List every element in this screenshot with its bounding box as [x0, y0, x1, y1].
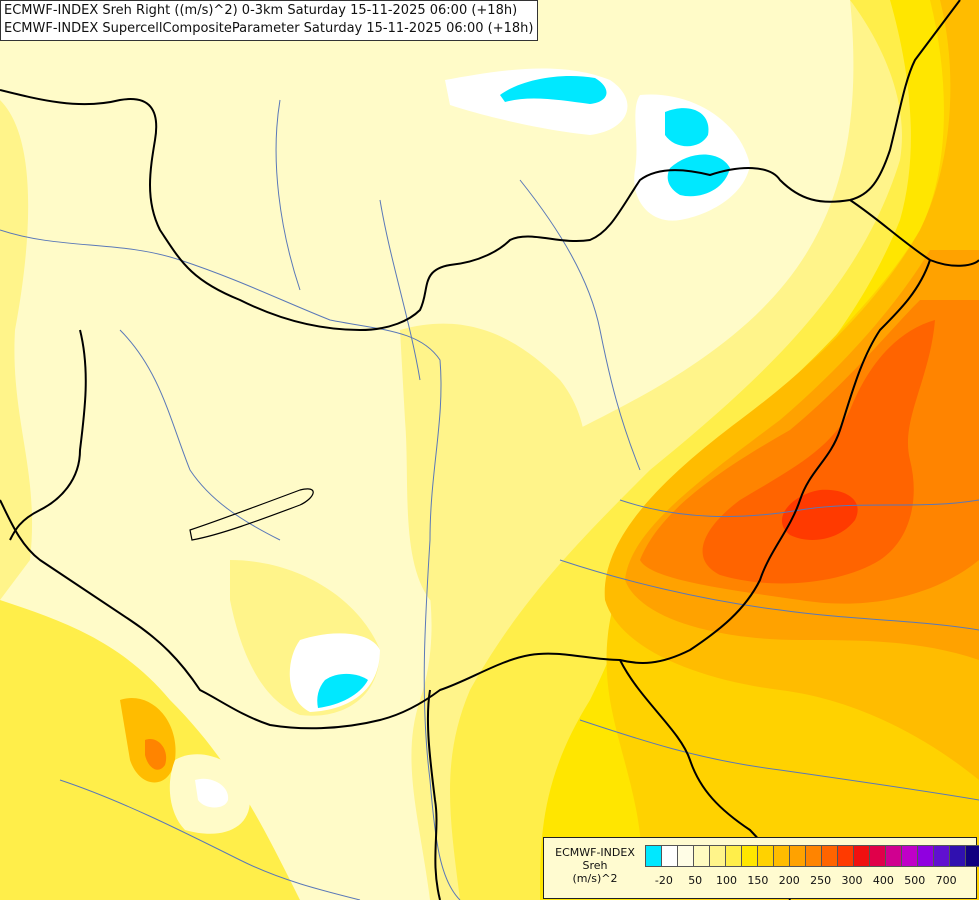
- legend-tick-label: 200: [778, 874, 800, 887]
- legend-swatch: [805, 845, 822, 867]
- lake-balaton: [189, 488, 314, 541]
- legend-name: ECMWF-INDEX Sreh (m/s)^2: [548, 846, 642, 885]
- legend-tick-label: 400: [872, 874, 894, 887]
- legend-unit-label: (m/s)^2: [572, 872, 618, 885]
- legend-tick-label: 100: [716, 874, 738, 887]
- map-title-line-1: ECMWF-INDEX Sreh Right ((m/s)^2) 0-3km S…: [4, 3, 518, 18]
- legend-swatch: [853, 845, 870, 867]
- legend-swatch: [773, 845, 790, 867]
- legend-swatch: [757, 845, 774, 867]
- legend-swatch: [661, 845, 678, 867]
- legend-swatch: [821, 845, 838, 867]
- legend-swatch: [645, 845, 662, 867]
- legend-tick-label: -20: [654, 874, 673, 887]
- legend-swatch: [677, 845, 694, 867]
- legend-swatch: [709, 845, 726, 867]
- legend-swatch: [837, 845, 854, 867]
- legend-tick-label: 500: [904, 874, 926, 887]
- legend-swatch: [917, 845, 934, 867]
- legend-ticks: -20 50 100 150 200 250 300 400 500 700: [646, 874, 976, 890]
- legend-param-label: Sreh: [582, 859, 608, 872]
- map-title-line-2: ECMWF-INDEX SupercellCompositeParameter …: [4, 21, 534, 36]
- legend-swatch: [741, 845, 758, 867]
- legend-swatch: [693, 845, 710, 867]
- legend-swatch: [885, 845, 902, 867]
- legend-swatch: [901, 845, 918, 867]
- legend-swatch: [949, 845, 966, 867]
- legend-tick-label: 150: [747, 874, 769, 887]
- legend-swatch: [789, 845, 806, 867]
- legend-tick-label: 250: [810, 874, 832, 887]
- legend-swatch: [725, 845, 742, 867]
- legend-swatch: [869, 845, 886, 867]
- legend-tick-label: 300: [841, 874, 863, 887]
- legend-swatch: [933, 845, 950, 867]
- legend-tick-label: 700: [935, 874, 957, 887]
- legend-model-label: ECMWF-INDEX: [555, 846, 635, 859]
- map-title-box: ECMWF-INDEX Sreh Right ((m/s)^2) 0-3km S…: [0, 0, 539, 41]
- legend-tick-label: 50: [688, 874, 703, 887]
- legend-swatches: [645, 845, 979, 867]
- color-legend: ECMWF-INDEX Sreh (m/s)^2 -20 50 100 150 200 2…: [543, 837, 979, 899]
- legend-swatch: [965, 845, 979, 867]
